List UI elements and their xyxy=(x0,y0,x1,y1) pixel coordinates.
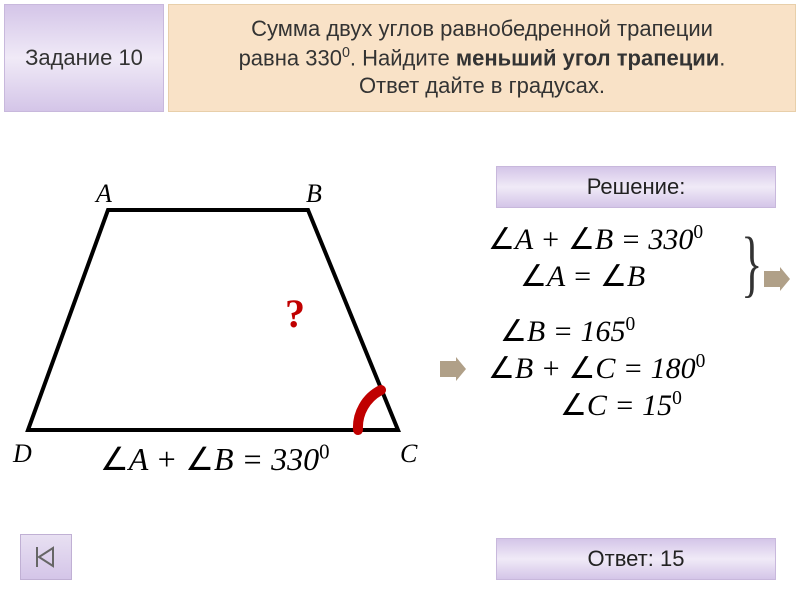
eq-bc: ∠B + ∠C = 1800 xyxy=(470,351,780,386)
answer-box: Ответ: 15 xyxy=(496,538,776,580)
arrow-right-1 xyxy=(762,260,792,303)
vertex-c: C xyxy=(400,439,418,468)
solution-label-box: Решение: xyxy=(496,166,776,208)
back-arrow-icon xyxy=(33,544,59,570)
equation-given: ∠A + ∠B = 3300 xyxy=(100,440,329,478)
answer-label: Ответ: 15 xyxy=(588,546,685,572)
vertex-d: D xyxy=(12,439,32,468)
task-number-box: Задание 10 xyxy=(4,4,164,112)
problem-box: Сумма двух углов равнобедренной трапеции… xyxy=(168,4,796,112)
problem-text: Сумма двух углов равнобедренной трапеции… xyxy=(239,15,726,101)
question-mark: ? xyxy=(285,290,305,337)
brace: } xyxy=(742,222,763,307)
eq-b: ∠B = 1650 xyxy=(470,314,780,349)
solution-label: Решение: xyxy=(587,174,686,200)
vertex-b: B xyxy=(306,179,322,208)
trapezoid-shape xyxy=(28,210,398,430)
arrow-right-2 xyxy=(438,350,468,393)
eq-sum: ∠A + ∠B = 3300 xyxy=(470,222,780,257)
task-label: Задание 10 xyxy=(25,45,143,71)
angle-arc xyxy=(358,390,381,430)
eq-c: ∠C = 150 xyxy=(470,388,780,423)
solution-steps: ∠A + ∠B = 3300 ∠A = ∠B ∠B = 1650 ∠B + ∠C… xyxy=(470,220,780,425)
vertex-a: A xyxy=(94,179,112,208)
eq-equal: ∠A = ∠B xyxy=(470,259,780,294)
back-button[interactable] xyxy=(20,534,72,580)
